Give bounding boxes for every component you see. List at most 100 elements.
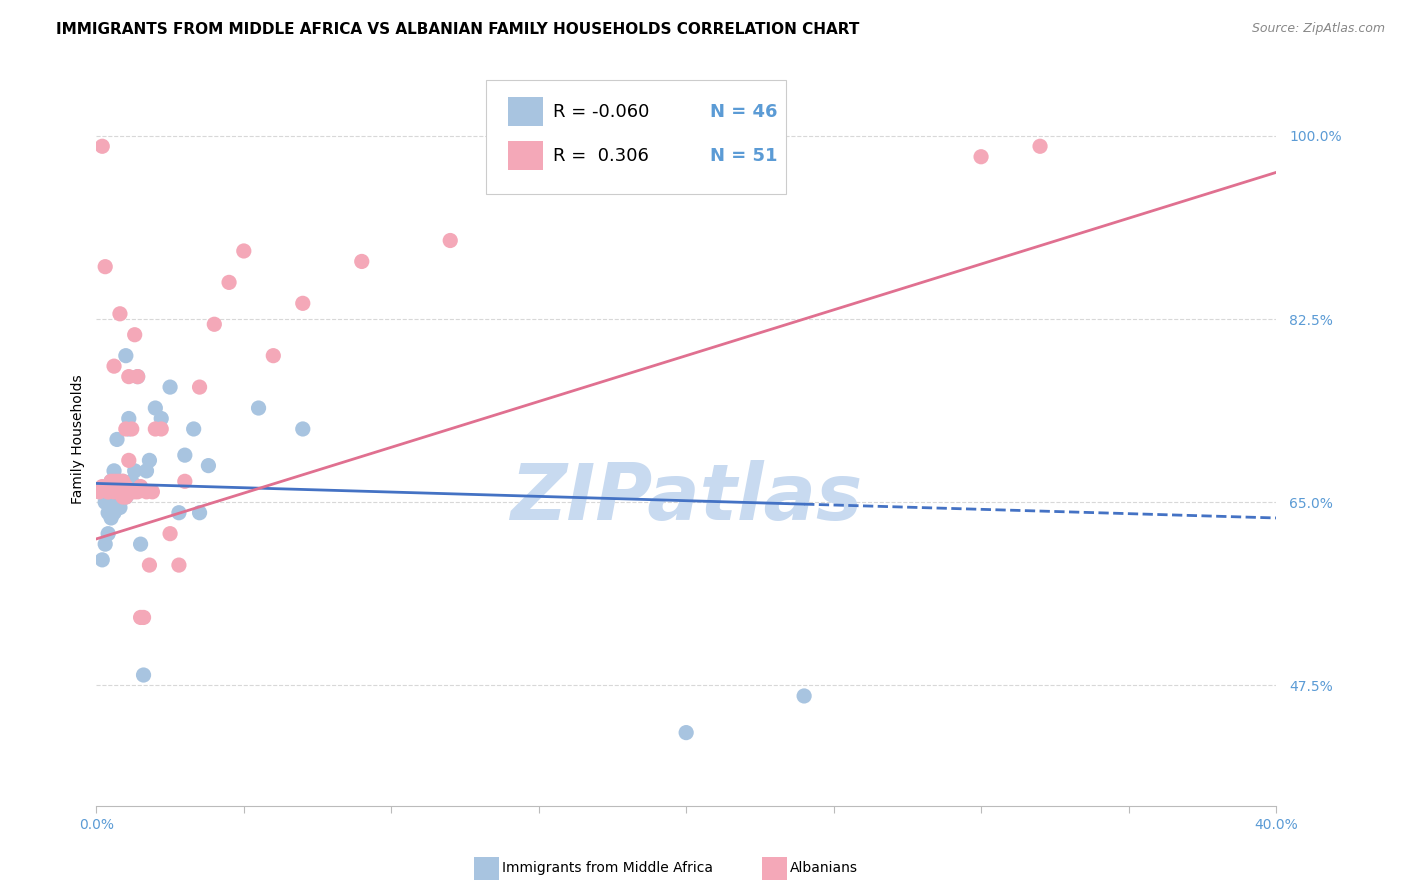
Point bbox=[218, 276, 240, 290]
Point bbox=[262, 349, 284, 363]
Point bbox=[103, 359, 125, 373]
Point bbox=[150, 422, 173, 436]
Point bbox=[97, 506, 120, 520]
Point bbox=[121, 422, 143, 436]
Point bbox=[173, 448, 195, 462]
Point bbox=[100, 475, 122, 489]
Point bbox=[91, 553, 114, 567]
Point bbox=[105, 484, 128, 499]
Point bbox=[143, 401, 166, 415]
Point bbox=[124, 484, 146, 499]
Point bbox=[97, 484, 120, 499]
Point bbox=[232, 244, 254, 258]
Bar bbox=[508, 141, 544, 170]
Point bbox=[675, 725, 697, 739]
Point bbox=[115, 490, 138, 504]
Point bbox=[105, 495, 128, 509]
Point bbox=[135, 464, 157, 478]
Point bbox=[129, 537, 152, 551]
Point bbox=[100, 495, 122, 509]
Point bbox=[124, 327, 146, 342]
Point bbox=[132, 668, 155, 682]
Point bbox=[111, 475, 134, 489]
Text: IMMIGRANTS FROM MIDDLE AFRICA VS ALBANIAN FAMILY HOUSEHOLDS CORRELATION CHART: IMMIGRANTS FROM MIDDLE AFRICA VS ALBANIA… bbox=[56, 22, 859, 37]
Point bbox=[291, 422, 314, 436]
Point bbox=[970, 150, 993, 164]
Point bbox=[124, 464, 146, 478]
Text: N = 51: N = 51 bbox=[710, 147, 778, 165]
Point bbox=[129, 610, 152, 624]
Point bbox=[291, 296, 314, 310]
Point bbox=[111, 490, 134, 504]
Point bbox=[115, 479, 138, 493]
Point bbox=[97, 484, 120, 499]
Y-axis label: Family Households: Family Households bbox=[72, 375, 86, 504]
Point bbox=[94, 495, 117, 509]
Point bbox=[108, 484, 131, 499]
Point bbox=[111, 484, 134, 499]
Point bbox=[143, 422, 166, 436]
Point bbox=[108, 479, 131, 493]
Point bbox=[111, 484, 134, 499]
Text: R = -0.060: R = -0.060 bbox=[553, 103, 650, 120]
Bar bbox=[508, 97, 544, 127]
Point bbox=[167, 558, 190, 573]
Point bbox=[138, 558, 160, 573]
FancyBboxPatch shape bbox=[485, 80, 786, 194]
Point bbox=[115, 422, 138, 436]
Point bbox=[129, 479, 152, 493]
Point bbox=[202, 318, 225, 332]
Point bbox=[188, 380, 211, 394]
Point bbox=[118, 422, 141, 436]
Point bbox=[118, 369, 141, 384]
Point bbox=[103, 484, 125, 499]
Point bbox=[138, 453, 160, 467]
Point bbox=[127, 369, 149, 384]
Point bbox=[121, 484, 143, 499]
Point bbox=[115, 349, 138, 363]
Point bbox=[105, 475, 128, 489]
Point bbox=[108, 307, 131, 321]
Point bbox=[183, 422, 205, 436]
Point bbox=[132, 610, 155, 624]
Point bbox=[127, 484, 149, 499]
Point bbox=[108, 475, 131, 489]
Point bbox=[100, 511, 122, 525]
Point bbox=[135, 484, 157, 499]
Point bbox=[100, 484, 122, 499]
Point bbox=[121, 475, 143, 489]
Point bbox=[103, 464, 125, 478]
Text: Source: ZipAtlas.com: Source: ZipAtlas.com bbox=[1251, 22, 1385, 36]
Point bbox=[167, 506, 190, 520]
Point bbox=[111, 475, 134, 489]
Point bbox=[127, 369, 149, 384]
Text: ZIPatlas: ZIPatlas bbox=[510, 460, 862, 536]
Point bbox=[115, 490, 138, 504]
Text: R =  0.306: R = 0.306 bbox=[553, 147, 648, 165]
Point bbox=[150, 411, 173, 425]
Point bbox=[103, 495, 125, 509]
Point bbox=[97, 526, 120, 541]
Point bbox=[105, 433, 128, 447]
Point bbox=[89, 484, 111, 499]
Point bbox=[91, 479, 114, 493]
Point bbox=[159, 526, 181, 541]
Point bbox=[91, 139, 114, 153]
Text: Immigrants from Middle Africa: Immigrants from Middle Africa bbox=[502, 861, 713, 875]
Point bbox=[247, 401, 270, 415]
Point bbox=[89, 484, 111, 499]
Point bbox=[793, 689, 815, 703]
Point bbox=[188, 506, 211, 520]
Point bbox=[439, 234, 461, 248]
Point bbox=[108, 500, 131, 515]
Point bbox=[94, 537, 117, 551]
Text: Albanians: Albanians bbox=[790, 861, 858, 875]
Point bbox=[94, 260, 117, 274]
Point bbox=[121, 484, 143, 499]
Point bbox=[103, 475, 125, 489]
Point bbox=[197, 458, 219, 473]
Point bbox=[97, 484, 120, 499]
Point bbox=[100, 479, 122, 493]
Point bbox=[105, 484, 128, 499]
Point bbox=[141, 484, 163, 499]
